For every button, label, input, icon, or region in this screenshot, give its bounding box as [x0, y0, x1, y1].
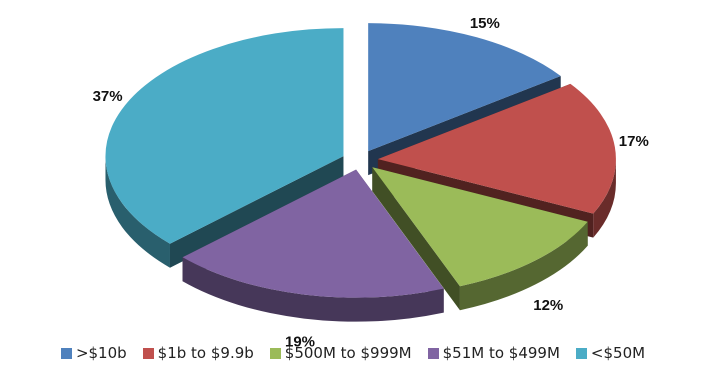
pie-slice-top-500m-to-999m: [372, 167, 588, 287]
data-label-1b-to-9-9b: 17%: [619, 133, 649, 150]
data-label-gt-10b: 15%: [470, 15, 500, 32]
legend-item-500m-to-999m: $500M to $999M: [269, 344, 412, 362]
legend-swatch-1b-to-9-9b: [142, 347, 154, 359]
pie-slice-side-51m-to-499m-0: [182, 257, 444, 322]
legend-item-lt-50m: <$50M: [575, 344, 646, 362]
pie-slice-top-gt-10b: [368, 23, 561, 152]
pie-slice-lt-50m: [105, 28, 344, 268]
pie-slice-500m-to-999m: [372, 167, 588, 311]
legend-label-51m-to-499m: $51M to $499M: [442, 344, 560, 362]
legend: >$10b $1b to $9.9b $500M to $999M $51M t…: [0, 341, 706, 365]
legend-label-1b-to-9-9b: $1b to $9.9b: [157, 344, 254, 362]
pie-slice-wall-500m-to-999m-1: [372, 167, 460, 311]
legend-item-1b-to-9-9b: $1b to $9.9b: [142, 344, 254, 362]
legend-item-gt-10b: >$10b: [60, 344, 127, 362]
legend-label-500m-to-999m: $500M to $999M: [284, 344, 412, 362]
pie-slice-side-lt-50m-0: [105, 156, 170, 268]
pie-slice-top-lt-50m: [105, 28, 344, 244]
pie-slice-side-1b-to-9-9b-0: [593, 159, 616, 238]
data-label-500m-to-999m: 12%: [533, 297, 563, 314]
legend-label-lt-50m: <$50M: [590, 344, 646, 362]
legend-swatch-gt-10b: [60, 347, 72, 359]
pie-slice-top-51m-to-499m: [182, 169, 444, 298]
pie-slice-wall-lt-50m-0: [169, 156, 344, 268]
legend-swatch-51m-to-499m: [427, 347, 439, 359]
pie-slice-side-500m-to-999m-0: [459, 221, 588, 311]
legend-swatch-500m-to-999m: [269, 347, 281, 359]
legend-item-51m-to-499m: $51M to $499M: [427, 344, 560, 362]
pie-slice-51m-to-499m: [182, 169, 444, 322]
legend-swatch-lt-50m: [575, 347, 587, 359]
data-label-51m-to-499m: 19%: [285, 334, 315, 351]
pie-slice-top-1b-to-9-9b: [377, 83, 616, 214]
legend-label-gt-10b: >$10b: [75, 344, 127, 362]
data-label-lt-50m: 37%: [93, 88, 123, 105]
